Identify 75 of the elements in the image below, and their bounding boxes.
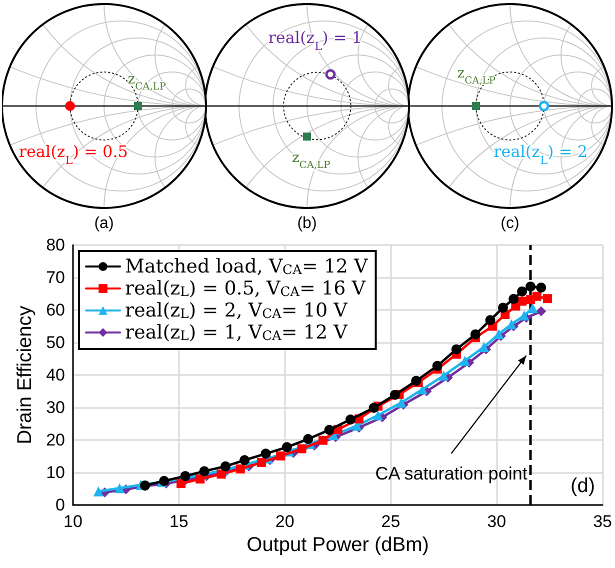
point: [176, 479, 186, 488]
point: [220, 461, 231, 472]
point: [438, 370, 449, 381]
point: [411, 376, 422, 386]
text: (b): [297, 215, 317, 232]
point: [236, 464, 245, 474]
text: z$_{CA,LP}$: [292, 150, 331, 171]
text: (a): [94, 215, 114, 232]
point: [180, 471, 190, 482]
x-tick-label: 10: [64, 512, 82, 531]
point: [368, 402, 379, 413]
legend-label: Matched load, VCA= 12 V: [125, 256, 368, 278]
point: [282, 442, 292, 452]
point: [159, 476, 170, 486]
point: [451, 344, 462, 354]
x-tick-label: 15: [169, 512, 188, 531]
y-tick-label: 30: [46, 398, 65, 417]
point: [260, 448, 271, 459]
point: [470, 329, 480, 340]
point: [532, 292, 542, 301]
point: [297, 444, 306, 454]
point: [460, 356, 470, 366]
point: [508, 294, 519, 304]
y-tick-label: 70: [46, 268, 65, 287]
point: [324, 424, 334, 435]
point: [526, 282, 536, 292]
x-tick-label: 25: [381, 512, 400, 531]
y-tick-label: 60: [46, 300, 65, 320]
point: [240, 455, 250, 466]
y-tick-label: 40: [46, 366, 65, 384]
point: [199, 466, 210, 476]
point: [390, 390, 400, 400]
x-tick-label: 30: [487, 512, 506, 531]
point: [418, 384, 428, 394]
legend-label: real(zL) = 0.5, VCA= 16 V: [125, 278, 366, 300]
point: [318, 436, 328, 445]
point: [542, 294, 552, 304]
y-tick-label: 50: [46, 333, 65, 352]
text: real(z$_{L}$) = 0.5: [18, 142, 128, 166]
point: [114, 483, 125, 494]
text: (d): [570, 475, 596, 497]
point: [216, 470, 226, 479]
y-tick-label: 10: [46, 463, 65, 482]
text: real(z$_{L}$) = 2: [494, 142, 588, 166]
text: z$_{CA,LP}$: [128, 72, 166, 92]
y-tick-label: 0: [56, 496, 65, 514]
point: [257, 458, 266, 467]
text: (c): [500, 215, 520, 232]
legend-label: real(zL) = 1, VCA= 12 V: [125, 322, 348, 344]
point: [93, 486, 104, 496]
y-tick-label: 80: [46, 236, 65, 254]
point: [536, 306, 546, 316]
point: [196, 474, 205, 484]
point: [506, 319, 516, 330]
x-axis-title: Output Power (dBm): [246, 534, 429, 556]
point: [303, 434, 314, 444]
x-tick-label: 20: [275, 512, 294, 531]
x-tick-label: 35: [593, 512, 612, 531]
point: [528, 303, 538, 314]
point: [276, 451, 286, 460]
point: [345, 414, 356, 425]
point: [536, 282, 546, 293]
text: real(z$_{L}$) = 1: [268, 28, 362, 52]
point: [518, 296, 527, 306]
text: z$_{CA,LP}$: [457, 65, 496, 86]
point: [432, 360, 442, 371]
annotation: CA saturation point: [375, 464, 528, 484]
legend-label: real(zL) = 2, VCA= 10 V: [125, 300, 348, 322]
point: [517, 286, 528, 296]
point: [373, 410, 384, 420]
y-tick-label: 20: [46, 430, 65, 450]
point: [478, 342, 489, 352]
point: [498, 302, 508, 313]
y-axis-title: Drain Efficiency: [14, 306, 36, 444]
point: [485, 315, 496, 326]
